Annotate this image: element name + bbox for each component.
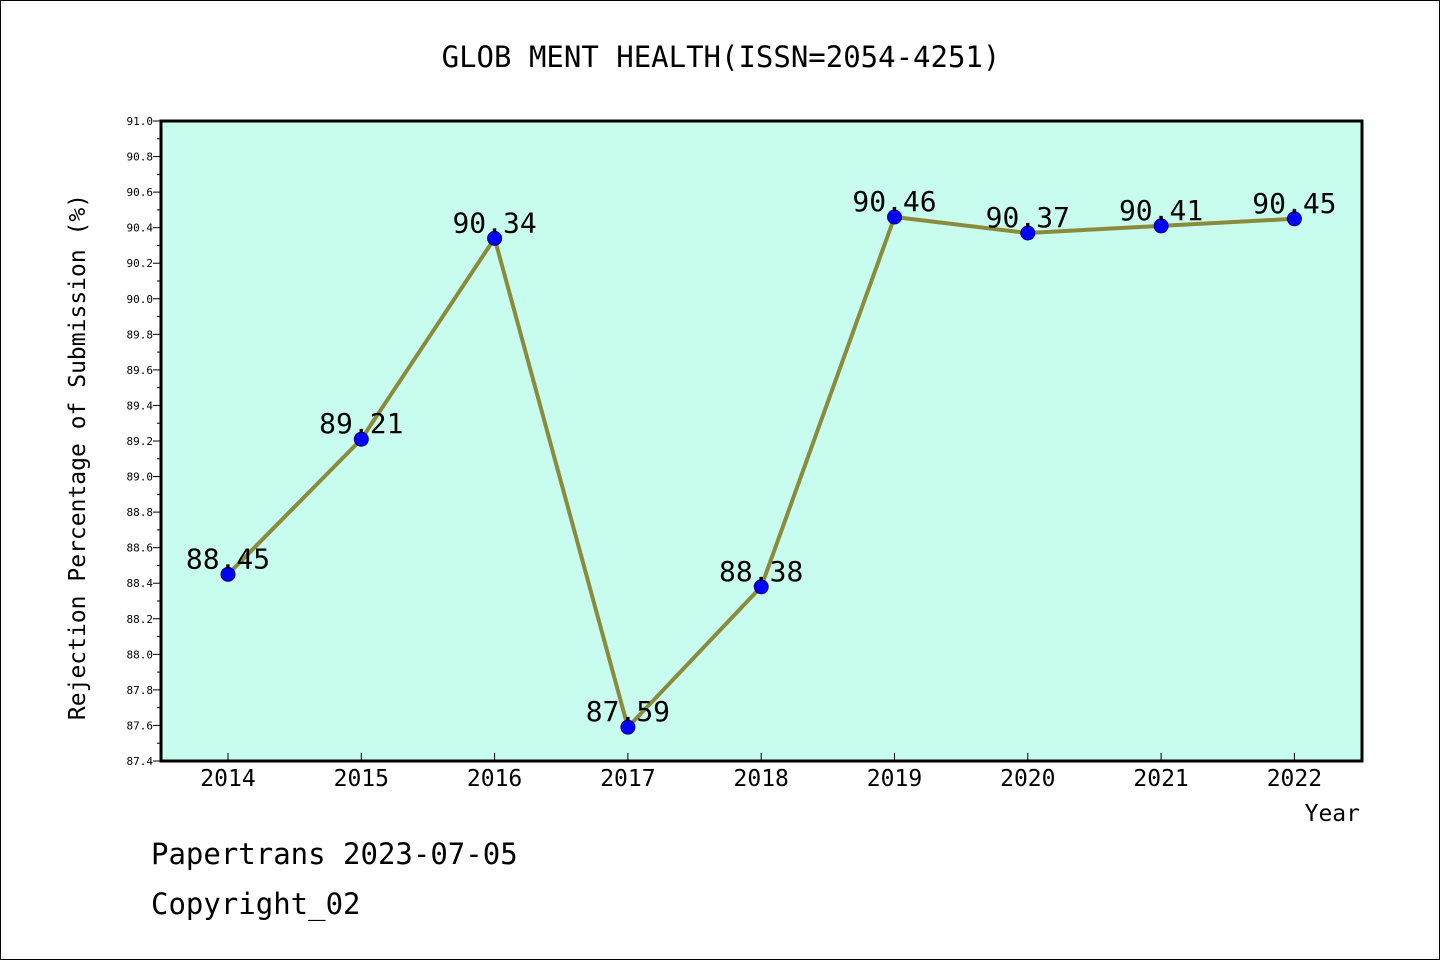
x-axis: 2014 2015 2016 2017 2018 2019 2020 2021 2022 <box>200 753 1322 792</box>
data-label: 90.34 <box>452 206 536 239</box>
y-tick-label: 89.4 <box>127 399 154 412</box>
y-tick-label: 87.4 <box>127 755 154 768</box>
data-point <box>620 719 636 735</box>
x-tick-label: 2018 <box>734 766 789 792</box>
data-label: 88.45 <box>186 542 270 575</box>
data-label: 90.37 <box>986 201 1070 234</box>
y-tick-label: 90.4 <box>127 222 154 235</box>
y-axis: 87.4 87.6 87.8 88.0 88.2 88.4 88.6 88.8 89.0 89.2… <box>127 115 161 768</box>
data-point <box>220 566 236 582</box>
x-tick-label: 2017 <box>600 766 655 792</box>
data-label: 90.45 <box>1252 187 1336 220</box>
data-point <box>1153 218 1169 234</box>
data-point <box>887 209 902 225</box>
y-tick-label: 88.0 <box>127 648 154 661</box>
data-label: 90.46 <box>852 185 936 218</box>
x-tick-label: 2014 <box>200 766 255 792</box>
x-tick-label: 2019 <box>867 766 922 792</box>
y-tick-label: 88.2 <box>127 613 154 626</box>
x-tick-label: 2022 <box>1267 766 1322 792</box>
data-label: 90.41 <box>1119 194 1203 227</box>
y-tick-label: 89.6 <box>127 364 154 377</box>
y-tick-label: 90.6 <box>127 186 154 199</box>
chart-title: GLOB MENT HEALTH(ISSN=2054-4251) <box>442 40 1001 74</box>
y-tick-label: 89.0 <box>127 471 154 484</box>
source-line: Papertrans 2023-07-05 <box>151 837 518 871</box>
y-tick-label: 90.2 <box>127 257 154 270</box>
data-point <box>353 431 369 447</box>
data-point <box>1286 211 1302 227</box>
y-tick-label: 89.2 <box>127 435 154 448</box>
y-tick-label: 88.6 <box>127 542 154 555</box>
y-tick-label: 87.8 <box>127 684 154 697</box>
y-tick-label: 90.0 <box>127 293 154 306</box>
data-label: 88.38 <box>719 555 803 588</box>
copyright-line: Copyright_02 <box>151 887 361 921</box>
x-tick-label: 2015 <box>334 766 389 792</box>
x-tick-label: 2020 <box>1000 766 1055 792</box>
data-label: 87.59 <box>586 695 670 728</box>
data-points <box>220 209 1302 735</box>
y-tick-label: 89.8 <box>127 328 154 341</box>
data-labels: 88.45 89.21 90.34 87.59 88.38 90.46 90.37 90.41… <box>186 185 1337 728</box>
data-label: 89.21 <box>319 407 403 440</box>
x-axis-label: Year <box>1305 801 1360 827</box>
data-point <box>1020 225 1036 241</box>
y-axis-label: Rejection Percentage of Submission (%) <box>65 194 91 720</box>
y-tick-label: 88.4 <box>127 577 154 590</box>
y-tick-label: 90.8 <box>127 151 154 164</box>
data-point <box>753 579 769 595</box>
x-tick-label: 2021 <box>1133 766 1188 792</box>
data-point <box>487 230 503 246</box>
y-tick-label: 87.6 <box>127 719 154 732</box>
y-tick-label: 88.8 <box>127 506 154 519</box>
x-tick-label: 2016 <box>467 766 522 792</box>
y-tick-label: 91.0 <box>127 115 154 128</box>
